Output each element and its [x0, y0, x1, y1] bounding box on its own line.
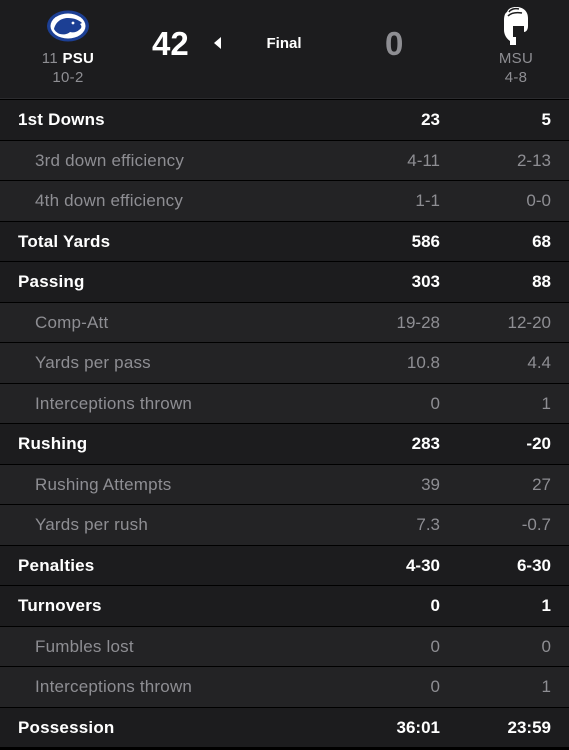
away-team-line: MSU — [471, 50, 561, 68]
team-stats-table: 1st Downs 23 5 3rd down efficiency 4-11 2-13 4… — [0, 100, 569, 748]
stat-row: 3rd down efficiency 4-11 2-13 — [0, 140, 569, 181]
stat-label: Passing — [18, 272, 85, 291]
stat-away-value: 68 — [532, 231, 551, 251]
stat-row: 1st Downs 23 5 — [0, 100, 569, 141]
stat-away-value: 1 — [541, 596, 551, 615]
stat-row: Yards per rush 7.3 -0.7 — [0, 505, 569, 546]
home-team-line: 11 PSU — [18, 50, 118, 68]
stat-label: Turnovers — [18, 596, 102, 615]
stat-label: Total Yards — [18, 231, 111, 251]
stat-row: Passing 303 88 — [0, 262, 569, 303]
stat-label: 1st Downs — [18, 110, 105, 129]
stat-label: 4th down efficiency — [35, 191, 184, 210]
home-score: 42 — [152, 25, 189, 62]
stat-row: Fumbles lost 0 0 — [0, 626, 569, 667]
stat-away-value: 23:59 — [507, 717, 551, 737]
stat-label: Rushing — [18, 434, 88, 453]
stat-row: Interceptions thrown 0 1 — [0, 383, 569, 424]
stat-row: Interceptions thrown 0 1 — [0, 667, 569, 708]
stat-away-value: 1 — [541, 677, 551, 696]
stat-row: Turnovers 0 1 — [0, 586, 569, 627]
stat-label: Possession — [18, 717, 115, 737]
stat-row: Rushing 283 -20 — [0, 424, 569, 465]
spartan-helmet-icon — [494, 6, 538, 46]
stat-row: Rushing Attempts 39 27 — [0, 464, 569, 505]
away-record: 4-8 — [504, 69, 528, 86]
stat-label: Fumbles lost — [35, 636, 134, 656]
stat-away-value: 12-20 — [507, 312, 551, 332]
stat-home-value: 283 — [411, 434, 440, 453]
stat-row: Possession 36:01 23:59 — [0, 707, 569, 748]
stat-row: Comp-Att 19-28 12-20 — [0, 302, 569, 343]
stat-label: Interceptions thrown — [35, 677, 193, 696]
away-abbr: MSU — [498, 50, 534, 67]
stat-away-value: -0.7 — [521, 515, 551, 534]
stat-home-value: 4-30 — [405, 555, 440, 575]
away-team[interactable]: MSU 4-8 — [471, 6, 561, 87]
stat-home-value: 0 — [430, 393, 440, 413]
stat-label: Yards per pass — [35, 353, 151, 372]
stat-away-value: 88 — [532, 272, 551, 291]
winner-arrow-icon — [214, 37, 221, 49]
stat-home-value: 23 — [421, 110, 440, 129]
game-status: Final — [266, 35, 302, 52]
stat-home-value: 39 — [421, 474, 440, 494]
away-score: 0 — [385, 25, 404, 62]
stat-label: Interceptions thrown — [35, 393, 193, 413]
stat-home-value: 303 — [411, 272, 440, 291]
stat-row: 4th down efficiency 1-1 0-0 — [0, 181, 569, 222]
scoreboard-header: 11 PSU 10-2 42 Final 0 MSU 4-8 — [0, 0, 569, 99]
stat-away-value: 5 — [541, 110, 551, 129]
stat-home-value: 586 — [411, 231, 440, 251]
stat-away-value: -20 — [526, 434, 551, 453]
stat-away-value: 4.4 — [527, 353, 551, 372]
stat-label: Penalties — [18, 555, 95, 575]
stat-label: 3rd down efficiency — [35, 150, 185, 170]
stat-away-value: 27 — [532, 474, 551, 494]
stat-row: Penalties 4-30 6-30 — [0, 545, 569, 586]
home-abbr: PSU — [62, 50, 95, 67]
stat-home-value: 0 — [430, 636, 440, 656]
nittany-lion-icon — [46, 6, 90, 46]
stat-home-value: 0 — [430, 596, 440, 615]
stat-row: Yards per pass 10.8 4.4 — [0, 343, 569, 384]
stat-label: Yards per rush — [35, 515, 149, 534]
stat-label: Comp-Att — [35, 312, 109, 332]
stat-home-value: 7.3 — [416, 515, 440, 534]
stat-home-value: 4-11 — [407, 150, 440, 170]
stat-home-value: 0 — [430, 677, 440, 696]
stat-row: Total Yards 586 68 — [0, 221, 569, 262]
stat-away-value: 1 — [541, 393, 551, 413]
stat-label: Rushing Attempts — [35, 474, 172, 494]
home-record: 10-2 — [52, 69, 84, 86]
home-team[interactable]: 11 PSU 10-2 — [18, 6, 118, 87]
stat-home-value: 10.8 — [406, 353, 440, 372]
stat-home-value: 36:01 — [396, 717, 440, 737]
stat-away-value: 0-0 — [526, 191, 551, 210]
stat-away-value: 2-13 — [516, 150, 551, 170]
home-rank: 11 — [41, 50, 58, 67]
stat-away-value: 6-30 — [516, 555, 551, 575]
stat-home-value: 1-1 — [415, 191, 440, 210]
stat-home-value: 19-28 — [396, 312, 440, 332]
stat-away-value: 0 — [541, 636, 551, 656]
